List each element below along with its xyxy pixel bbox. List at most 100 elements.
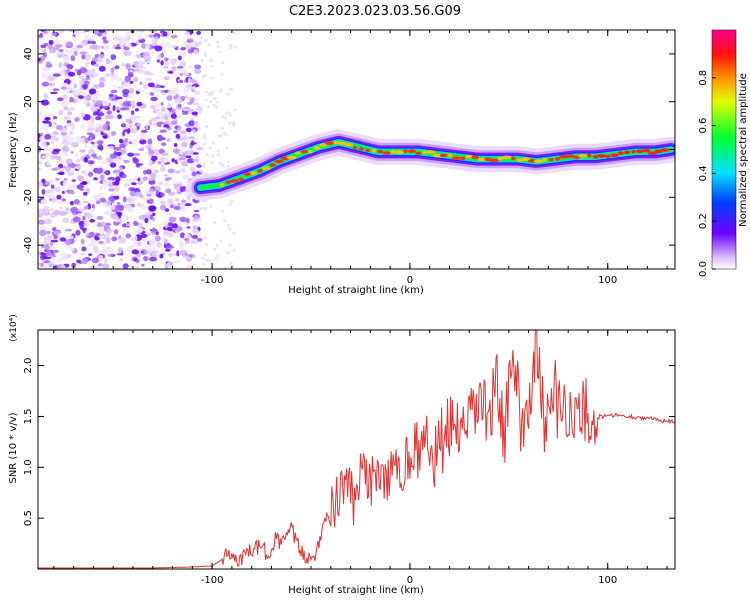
spectrogram-noise-cell <box>192 102 199 106</box>
spectrogram-noise-cell <box>133 235 138 241</box>
spectrogram-noise-cell <box>216 100 219 104</box>
spectrogram-noise-cell <box>103 257 108 264</box>
spectrogram-noise-cell <box>187 107 192 114</box>
spectrogram-noise-cell <box>229 43 233 47</box>
spectrogram-noise-cell <box>203 51 207 55</box>
spectrogram-noise-cell <box>118 167 123 172</box>
spectrogram-ridge-peak <box>636 149 644 154</box>
spectrogram-noise-cell <box>45 164 52 168</box>
spectrogram-noise-cell <box>104 210 112 216</box>
spectrogram-noise-cell <box>156 59 161 63</box>
spectrogram-noise-cell <box>120 123 127 128</box>
spectrogram-noise-cell <box>38 111 43 117</box>
spectrogram-noise-cell <box>97 155 103 161</box>
spectrogram-noise-cell <box>218 50 222 54</box>
spectrogram-noise-cell <box>129 113 136 119</box>
spectrogram-noise-cell <box>179 216 187 223</box>
spectrogram-noise-cell <box>67 111 73 116</box>
spectrogram-noise-cell <box>70 206 79 213</box>
spectrogram-noise-cell <box>216 40 220 44</box>
spectrogram-noise-cell <box>77 176 84 182</box>
spectrogram-noise-cell <box>56 257 64 262</box>
spectrogram-noise-cell <box>204 98 208 102</box>
spectrogram-noise-cell <box>53 148 61 152</box>
spectrogram-noise-cell <box>96 215 104 220</box>
spectrogram-noise-cell <box>233 108 237 112</box>
spectrogram-noise-cell <box>48 76 56 81</box>
spectrogram-noise-cell <box>43 92 49 100</box>
spectrogram-noise-cell <box>114 46 122 50</box>
spectrogram-noise-cell <box>131 182 137 186</box>
spectrogram-noise-cell <box>38 34 44 38</box>
spectrogram-noise-cell <box>92 111 97 116</box>
spectrogram-noise-cell <box>212 103 216 107</box>
spectrogram-noise-cell <box>173 205 181 210</box>
spectrogram-noise-cell <box>100 174 105 180</box>
spectrogram-noise-cell <box>200 59 204 63</box>
spectrogram-noise-cell <box>80 112 86 118</box>
spectrogram-noise-cell <box>170 120 177 125</box>
spectrogram-noise-cell <box>85 173 89 178</box>
spectrogram-noise-cell <box>175 133 180 139</box>
spectrogram-noise-cell <box>109 93 114 97</box>
spectrogram-noise-cell <box>154 235 161 242</box>
colorbar: 0.0 0.2 0.4 0.6 0.8 Normalized spectral ampl… <box>698 29 749 277</box>
spectrogram-noise-cell <box>134 175 138 182</box>
spectrogram-noise-cell <box>71 262 76 269</box>
spectrogram-noise-cell <box>71 125 75 132</box>
spectrogram-noise-cell <box>191 234 198 239</box>
spectrogram-noise-cell <box>161 152 169 156</box>
spectrogram-ylabel: Frequency (Hz) <box>8 112 19 188</box>
spectrogram-noise-cell <box>82 96 90 99</box>
spectrogram-noise-cell <box>70 55 76 62</box>
spectrogram-noise-cell <box>118 258 124 261</box>
spectrogram-noise-cell <box>127 206 134 213</box>
spectrogram-ridge-peak <box>319 143 328 147</box>
spectrogram-noise-cell <box>90 94 95 101</box>
spectrogram-noise-cell <box>161 92 167 96</box>
spectrogram-noise-cell <box>124 31 131 37</box>
spectrogram-noise-cell <box>114 65 120 69</box>
spectrogram-noise-cell <box>166 137 171 142</box>
spectrogram-noise-cell <box>159 200 166 205</box>
spectrogram-noise-cell <box>209 100 213 104</box>
spectrogram-noise-cell <box>223 116 227 120</box>
spectrogram-noise-cell <box>110 213 118 220</box>
spectrogram-noise-cell <box>165 188 172 194</box>
spectrogram-noise-cell <box>82 215 86 221</box>
spectrogram-noise-cell <box>193 209 200 213</box>
spectrogram-ridge-peak <box>459 156 466 161</box>
spectrogram-noise-cell <box>179 237 187 240</box>
spectrogram-noise-cell <box>127 123 136 127</box>
spectrogram-noise-cell <box>78 75 85 80</box>
spectrogram-noise-cell <box>55 47 60 50</box>
spectrogram-noise-cell <box>43 51 47 58</box>
spectrogram-noise-cell <box>52 88 60 92</box>
spectrogram-noise-cell <box>155 231 159 236</box>
spectrogram-noise-cell <box>41 189 46 195</box>
spectrogram-noise-cell <box>58 171 65 176</box>
spectrogram-noise-cell <box>148 188 155 193</box>
spectrogram-noise-cell <box>122 196 127 203</box>
spectrogram-noise-cell <box>190 140 195 146</box>
spectrogram-noise-cell <box>182 41 189 45</box>
spectrogram-noise-cell <box>138 240 143 246</box>
spectrogram-noise-cell <box>94 54 100 58</box>
spectrogram-noise-cell <box>157 54 162 59</box>
ytick-label: 0.5 <box>23 510 34 526</box>
spectrogram-noise-cell <box>122 228 129 235</box>
spectrogram-noise-cell <box>167 222 173 227</box>
spectrogram-noise-cell <box>226 164 230 168</box>
spectrogram-noise-cell <box>43 263 48 269</box>
spectrogram-noise-cell <box>73 51 78 56</box>
spectrogram-noise-cell <box>64 48 69 54</box>
spectrogram-noise-cell <box>127 71 134 77</box>
spectrogram-noise-cell <box>61 198 67 202</box>
spectrogram-noise-cell <box>214 257 218 261</box>
spectrogram-noise-cell <box>89 207 95 212</box>
spectrogram-noise-cell <box>83 232 90 236</box>
spectrogram-ridge-peak <box>521 157 531 161</box>
spectrogram-noise-cell <box>181 160 189 167</box>
spectrogram-noise-cell <box>95 116 102 121</box>
spectrogram-noise-cell <box>133 84 137 88</box>
